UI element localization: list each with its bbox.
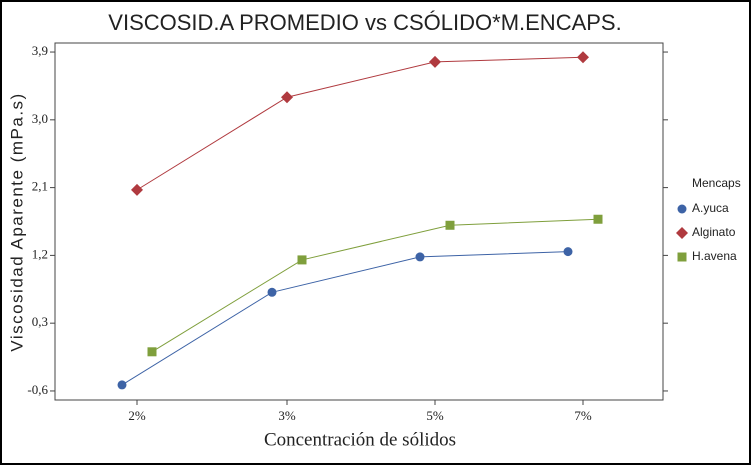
marker	[267, 287, 277, 297]
legend-label: H.avena	[692, 249, 737, 263]
marker	[147, 347, 157, 357]
chart-title: VISCOSID.A PROMEDIO vs CSÓLIDO*M.ENCAPS.	[108, 10, 621, 35]
legend-marker	[677, 204, 687, 214]
x-tick-label: 7%	[574, 408, 592, 423]
legend-marker	[677, 252, 687, 262]
legend-label: A.yuca	[692, 201, 729, 215]
series-line	[121, 251, 569, 386]
y-tick-label: 0,3	[32, 314, 48, 329]
marker	[445, 220, 455, 230]
y-tick-label: 3,9	[32, 43, 48, 58]
marker	[117, 380, 127, 390]
y-tick-label: 1,2	[32, 246, 48, 261]
legend-label: Alginato	[692, 225, 736, 239]
legend-title: Mencaps	[692, 176, 741, 190]
y-tick-label: -0,6	[27, 382, 48, 397]
marker	[297, 255, 307, 265]
series-line	[136, 56, 584, 191]
legend-marker	[676, 227, 688, 239]
x-tick-label: 2%	[128, 408, 146, 423]
y-tick-label: 3,0	[32, 111, 48, 126]
x-axis-label: Concentración de sólidos	[264, 429, 456, 450]
marker	[415, 252, 425, 262]
x-tick-label: 5%	[426, 408, 444, 423]
marker	[577, 51, 589, 64]
series-line	[151, 218, 599, 353]
marker	[131, 183, 143, 196]
y-tick-label: 2,1	[32, 179, 48, 194]
marker	[563, 247, 573, 257]
y-axis-label: Viscosidad Aparente (mPa.s)	[7, 92, 26, 351]
x-tick-label: 3%	[278, 408, 296, 423]
marker	[281, 91, 293, 104]
marker	[429, 55, 441, 68]
plot-area	[54, 42, 664, 401]
marker	[593, 214, 603, 224]
